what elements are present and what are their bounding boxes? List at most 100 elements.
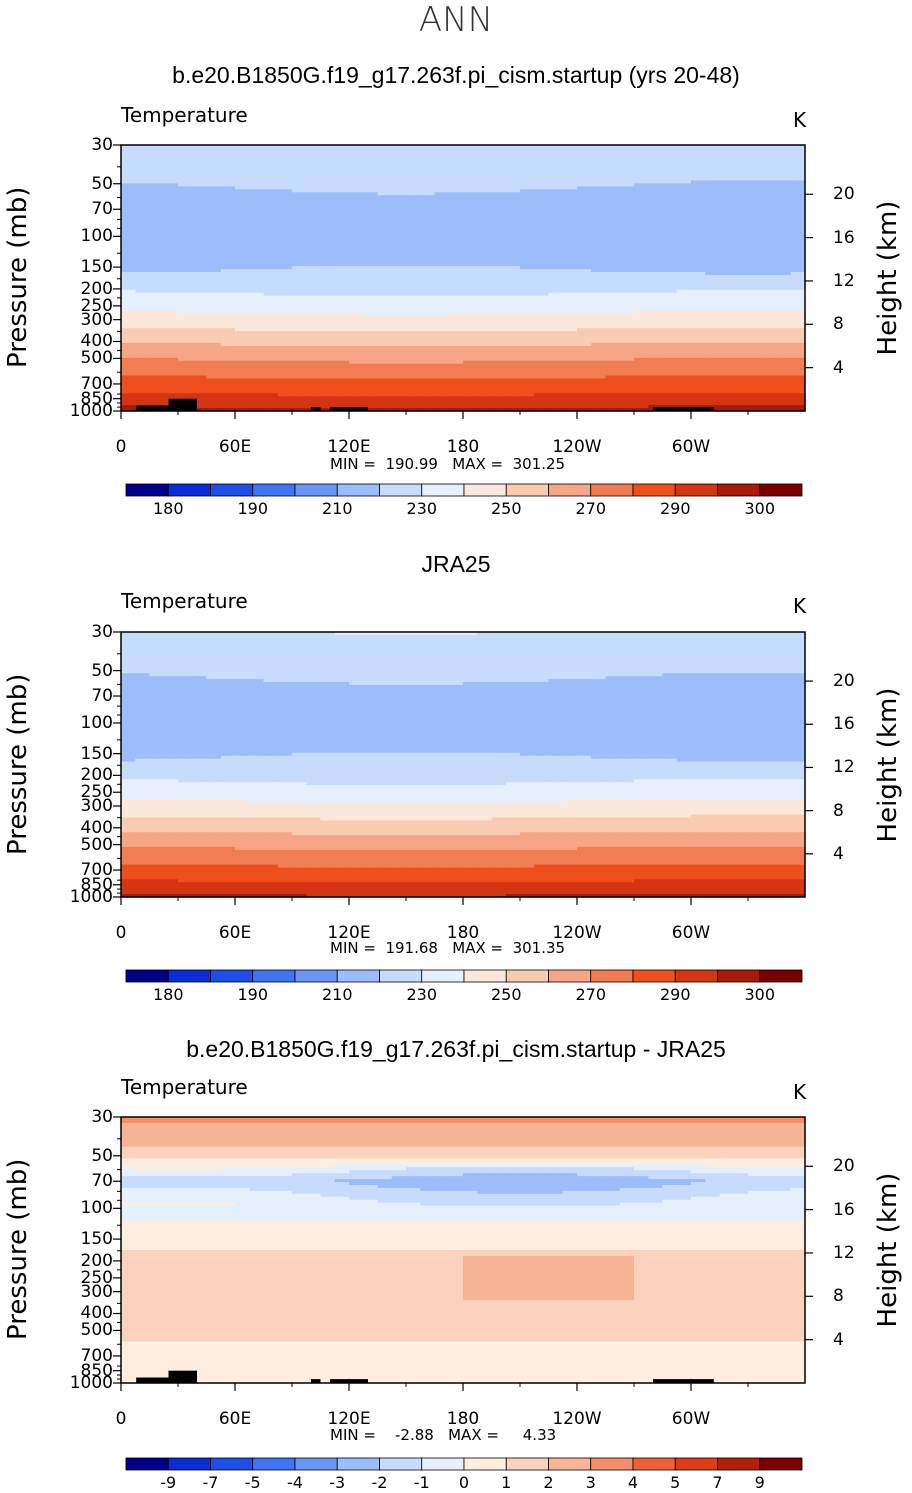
colorbar-label: 5 — [670, 1473, 681, 1492]
colorbar-label: 300 — [744, 985, 776, 1004]
topography-model-0 — [136, 405, 197, 411]
colorbar-box-diff-13 — [674, 1457, 718, 1471]
pressure-tick-label: 500 — [80, 834, 113, 855]
height-tick-label: 16 — [833, 1199, 855, 1220]
topography-diff-1 — [168, 1370, 197, 1383]
units-label-obs: K — [793, 594, 807, 618]
colorbar-label: -5 — [244, 1473, 261, 1492]
pressure-tick-label: 30 — [91, 1107, 113, 1127]
colorbar-label: 290 — [659, 985, 691, 1004]
pressure-tick-label: 50 — [91, 1145, 113, 1166]
topography-diff-0 — [136, 1377, 197, 1383]
pressure-tick-label: 1000 — [69, 887, 113, 907]
colorbar-box-obs-15 — [759, 969, 803, 983]
longitude-tick-label: 60E — [218, 1409, 252, 1429]
height-axis-label: Height (km) — [873, 1172, 903, 1328]
colorbar-box-diff-14 — [717, 1457, 761, 1471]
longitude-tick-label: 60E — [218, 923, 252, 943]
colorbar-label: 210 — [321, 499, 353, 518]
colorbar-box-diff-3 — [252, 1457, 296, 1471]
colorbar-label: 190 — [237, 985, 269, 1004]
colorbar-label: 250 — [490, 985, 522, 1004]
longitude-tick-label: 120W — [552, 923, 602, 943]
colorbar-box-diff-8 — [463, 1457, 507, 1471]
pressure-tick-label: 70 — [91, 1171, 113, 1192]
longitude-tick-label: 180 — [446, 923, 480, 943]
stats-obs: MIN = 191.68 MAX = 301.35 — [330, 939, 566, 957]
pressure-tick-label: 70 — [91, 199, 113, 220]
pressure-tick-label: 100 — [80, 712, 113, 733]
pressure-tick-label: 850 — [80, 1360, 113, 1381]
topography-diff-3 — [330, 1379, 368, 1383]
colorbar-box-diff-15 — [759, 1457, 803, 1471]
longitude-tick-label: 120E — [327, 437, 371, 457]
colorbar-label: -9 — [160, 1473, 177, 1492]
colorbar-label: 3 — [585, 1473, 596, 1492]
longitude-tick-label: 60W — [671, 1409, 711, 1429]
longitude-tick-label: 180 — [446, 437, 480, 457]
colorbar-label: 250 — [490, 499, 522, 518]
height-tick-label: 4 — [833, 843, 844, 864]
height-tick-label: 8 — [833, 800, 844, 821]
topography-model-4 — [653, 407, 714, 411]
stats-model: MIN = 190.99 MAX = 301.25 — [330, 455, 566, 473]
panel-title-diff: b.e20.B1850G.f19_g17.263f.pi_cism.startu… — [186, 1036, 726, 1062]
height-tick-label: 12 — [833, 757, 855, 778]
colorbar-box-diff-1 — [167, 1457, 211, 1471]
colorbar-box-diff-7 — [421, 1457, 465, 1471]
longitude-tick-label: 0 — [115, 1409, 127, 1429]
pressure-tick-label: 300 — [80, 1281, 113, 1302]
colorbar-label: 190 — [237, 499, 269, 518]
longitude-tick-label: 180 — [446, 1409, 480, 1429]
pressure-tick-label: 250 — [80, 295, 113, 316]
height-tick-label: 8 — [833, 1286, 844, 1307]
colorbar-label: 300 — [744, 499, 776, 518]
stats-diff: MIN = -2.88 MAX = 4.33 — [330, 1426, 557, 1444]
variable-label-diff: Temperature — [121, 1075, 248, 1099]
height-tick-label: 12 — [833, 270, 855, 291]
colorbar-box-diff-12 — [632, 1457, 676, 1471]
colorbar-label: 270 — [575, 499, 607, 518]
field-diff — [121, 1117, 806, 1384]
height-tick-label: 8 — [833, 314, 844, 335]
colorbar-box-diff-6 — [379, 1457, 423, 1471]
longitude-tick-label: 60E — [218, 437, 252, 457]
field-obs — [121, 632, 806, 898]
variable-label-obs: Temperature — [121, 589, 248, 613]
longitude-tick-label: 120W — [552, 437, 602, 457]
field-model — [121, 145, 806, 412]
colorbar-label: 270 — [575, 985, 607, 1004]
figure-title: ANN — [418, 0, 494, 40]
pressure-tick-label: 400 — [80, 331, 113, 352]
colorbar-box-diff-11 — [590, 1457, 634, 1471]
colorbar-label: 210 — [321, 985, 353, 1004]
pressure-tick-label: 500 — [80, 1320, 113, 1341]
colorbar-label: 1 — [501, 1473, 512, 1492]
pressure-tick-label: 30 — [91, 135, 113, 155]
units-label-model: K — [793, 108, 807, 132]
height-tick-label: 20 — [833, 671, 855, 692]
topography-model-3 — [330, 407, 368, 411]
height-tick-label: 4 — [833, 357, 844, 378]
colorbar-box-model-15 — [759, 483, 803, 497]
colorbar-box-diff-4 — [294, 1457, 338, 1471]
topography-model-1 — [168, 398, 197, 411]
colorbar-label: 180 — [152, 499, 184, 518]
colorbar-label: 180 — [152, 985, 184, 1004]
pressure-axis-label: Pressure (mb) — [3, 1158, 33, 1340]
pressure-tick-label: 1000 — [69, 1373, 113, 1393]
colorbar-label: 9 — [754, 1473, 765, 1492]
panel-title-obs: JRA25 — [421, 551, 491, 577]
colorbar-label: -1 — [413, 1473, 430, 1492]
colorbar-box-diff-0 — [125, 1457, 169, 1471]
units-label-diff: K — [793, 1080, 807, 1104]
height-tick-label: 4 — [833, 1329, 844, 1350]
pressure-tick-label: 700 — [80, 373, 113, 394]
colorbar-box-diff-10 — [548, 1457, 592, 1471]
longitude-tick-label: 120E — [327, 1409, 371, 1429]
variable-label-model: Temperature — [121, 103, 248, 127]
pressure-tick-label: 100 — [80, 226, 113, 247]
pressure-tick-label: 500 — [80, 348, 113, 369]
